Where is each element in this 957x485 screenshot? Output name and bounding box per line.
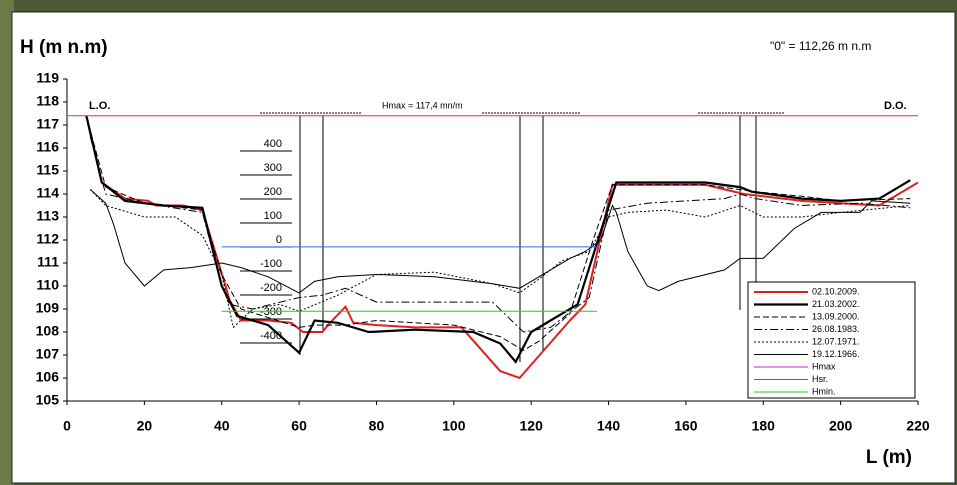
- series-line: [85, 115, 911, 351]
- y-tick-label: 106: [36, 369, 60, 385]
- x-tick-label: 120: [520, 418, 544, 434]
- velocity-tick-label: 100: [264, 210, 282, 222]
- velocity-tick-label: -200: [260, 282, 282, 294]
- y-tick-label: 115: [36, 162, 59, 178]
- legend-label: Hmax: [812, 361, 836, 371]
- velocity-tick-label: -300: [260, 306, 282, 318]
- y-tick-label: 117: [36, 116, 59, 132]
- x-tick-label: 180: [752, 418, 776, 434]
- series-line: [89, 136, 911, 333]
- x-tick-label: 100: [442, 418, 466, 434]
- y-tick-label: 114: [36, 185, 59, 201]
- right-bank-label: D.O.: [884, 100, 907, 112]
- x-tick-label: 200: [829, 418, 853, 434]
- y-tick-label: 109: [36, 300, 60, 316]
- y-tick-label: 113: [36, 208, 59, 224]
- y-tick-label: 111: [37, 254, 59, 270]
- series-line: [89, 189, 911, 294]
- x-tick-label: 80: [369, 418, 385, 434]
- legend-label: 13.09.2000.: [812, 311, 860, 321]
- x-axis-title: L (m): [866, 447, 912, 468]
- y-tick-label: 116: [36, 139, 59, 155]
- velocity-tick-label: 200: [264, 186, 282, 198]
- x-tick-label: 220: [906, 418, 930, 434]
- y-tick-label: 112: [36, 231, 59, 247]
- y-tick-label: 108: [36, 323, 60, 339]
- legend-label: 26.08.1983.: [812, 324, 860, 334]
- x-tick-label: 140: [597, 418, 621, 434]
- x-tick-label: 160: [674, 418, 698, 434]
- legend-label: 19.12.1966.: [812, 349, 860, 359]
- photo-strip: [0, 0, 14, 485]
- legend: 02.10.2009. 21.03.2002. 13.09.2000. 26.08.1…: [747, 281, 916, 399]
- velocity-tick-label: -100: [260, 258, 282, 270]
- y-axis-title: H (m n.m): [20, 37, 108, 58]
- plot-panel: [11, 11, 956, 484]
- hmax-label: Hmax = 117,4 mn/m: [382, 100, 463, 110]
- velocity-tick-label: 400: [264, 138, 282, 150]
- legend-label: Hsr.: [812, 374, 828, 384]
- velocity-tick-label: 0: [276, 234, 282, 246]
- y-tick-label: 118: [36, 93, 59, 109]
- note: "0" = 112,26 m n.m: [770, 39, 871, 53]
- legend-label: Hmin.: [812, 386, 836, 396]
- x-tick-label: 60: [291, 418, 307, 434]
- y-tick-label: 107: [36, 346, 60, 362]
- velocity-tick-label: 300: [264, 162, 282, 174]
- y-tick-label: 110: [36, 277, 59, 293]
- x-tick-label: 40: [214, 418, 230, 434]
- legend-box: [747, 281, 916, 399]
- legend-label: 12.07.1971.: [812, 336, 860, 346]
- x-tick-label: 0: [63, 418, 71, 434]
- y-tick-label: 105: [36, 392, 60, 408]
- legend-label: 02.10.2009.: [812, 286, 860, 296]
- x-tick-label: 20: [137, 418, 153, 434]
- left-bank-label: L.O.: [89, 100, 110, 112]
- legend-label: 21.03.2002.: [812, 299, 860, 309]
- y-tick-label: 119: [36, 70, 59, 86]
